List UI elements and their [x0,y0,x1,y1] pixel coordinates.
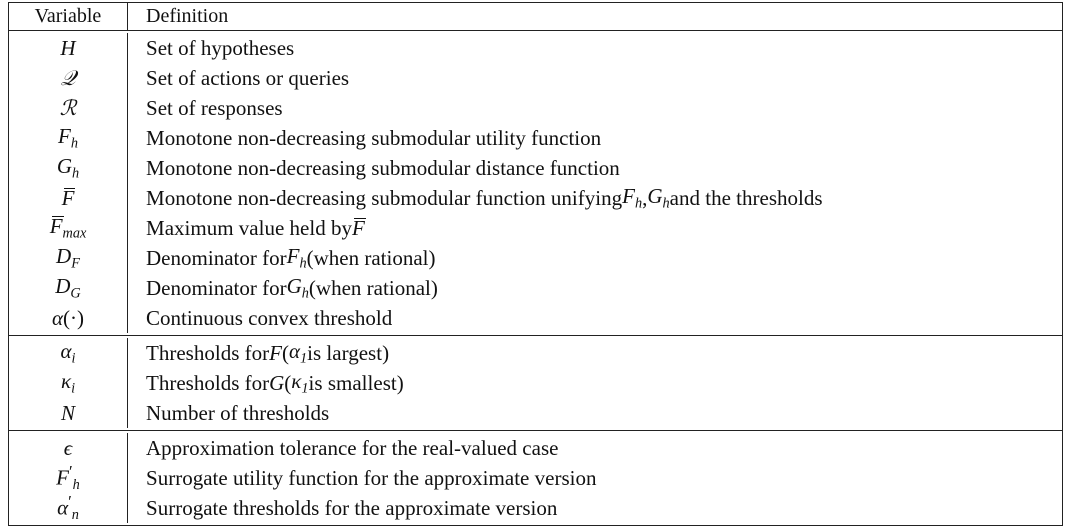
definition-cell: Denominator for Gh (when rational) [146,273,438,302]
variable-definition-table: Variable Definition H Set of hypotheses 𝒬 S… [8,2,1063,526]
variable-cell: α′n [9,492,128,523]
definition-cell: Monotone non-decreasing submodular utili… [146,125,602,150]
definition-cell: Denominator for Fh (when rational) [146,243,436,272]
table-header: Variable Definition [9,3,1062,31]
variable-cell: DF [9,243,128,273]
variable-cell: N [9,398,128,428]
definition-cell: Continuous convex threshold [146,305,393,330]
definition-cell: Maximum value held by F [146,215,366,240]
definition-cell: Surrogate thresholds for the approximate… [146,495,558,520]
table-row: N Number of thresholds [9,398,1062,428]
table-row: ϵ Approximation tolerance for the real-va… [9,433,1062,463]
header-definition: Definition [146,5,229,27]
definition-cell: Set of actions or queries [146,65,350,90]
variable-cell: F′h [9,462,128,493]
table-row: 𝒬 Set of actions or queries [9,63,1062,93]
variable-cell: Fmax [9,213,128,243]
variable-cell: 𝒬 [9,63,128,93]
definition-cell: Set of responses [146,95,283,120]
variable-cell: ϵ [9,433,128,463]
definition-cell: Thresholds for G (κ1 is smallest) [146,368,404,397]
table-row: F′h Surrogate utility function for the ap… [9,462,1062,493]
table-row: H Set of hypotheses [9,33,1062,63]
table-row: Fh Monotone non-decreasing submodular uti… [9,123,1062,153]
table-row: α′n Surrogate thresholds for the approxim… [9,492,1062,523]
table-row: Fmax Maximum value held by F [9,213,1062,243]
definition-cell: Monotone non-decreasing submodular funct… [146,183,823,212]
table-group: ϵ Approximation tolerance for the real-va… [9,431,1062,525]
variable-cell: α (·) [9,303,128,333]
table-row: αi Thresholds for F (α1 is largest) [9,338,1062,368]
header-variable: Variable [9,3,128,30]
table-row: DF Denominator for Fh (when rational) [9,243,1062,273]
table-row: DG Denominator for Gh (when rational) [9,273,1062,303]
definition-cell: Surrogate utility function for the appro… [146,465,597,490]
variable-cell: H [9,33,128,63]
definition-cell: Approximation tolerance for the real-val… [146,435,559,460]
variable-cell: αi [9,338,128,368]
table-group: H Set of hypotheses 𝒬 Set of actions or que… [9,31,1062,336]
definition-cell: Monotone non-decreasing submodular dista… [146,155,620,180]
variable-cell: κi [9,368,128,398]
definition-cell: Set of hypotheses [146,35,295,60]
variable-cell: Fh [9,123,128,153]
variable-cell: ℛ [9,93,128,123]
table-row: ℛ Set of responses [9,93,1062,123]
variable-cell: DG [9,273,128,303]
definition-cell: Thresholds for F (α1 is largest) [146,338,390,367]
definition-cell: Number of thresholds [146,400,330,425]
variable-cell: Gh [9,153,128,183]
table-row: κi Thresholds for G (κ1 is smallest) [9,368,1062,398]
table-row: Gh Monotone non-decreasing submodular dis… [9,153,1062,183]
table-group: αi Thresholds for F (α1 is largest) κi Thre… [9,336,1062,431]
variable-cell: F [9,183,128,213]
table-row: α (·) Continuous convex threshold [9,303,1062,333]
table-row: F Monotone non-decreasing submodular func… [9,183,1062,213]
